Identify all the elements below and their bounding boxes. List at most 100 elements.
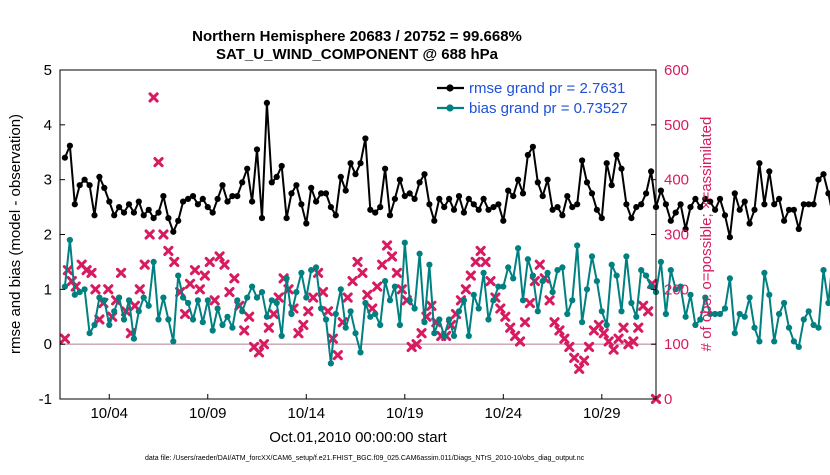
bias-point: [150, 258, 157, 265]
bias-point: [337, 286, 344, 293]
obs-assimilated-mark: [608, 344, 619, 355]
rmse-point: [263, 99, 270, 106]
rmse-point: [771, 201, 778, 208]
obs-assimilated-mark: [303, 306, 314, 317]
bias-point: [160, 294, 167, 301]
rmse-point: [475, 206, 482, 213]
rmse-point: [180, 198, 187, 205]
rmse-point: [593, 206, 601, 213]
obs-assimilated-mark: [357, 267, 368, 278]
bias-point: [790, 338, 798, 345]
bias-point: [199, 319, 206, 326]
rmse-point: [598, 215, 605, 222]
obs-assimilated-mark: [475, 245, 486, 257]
bias-point: [613, 272, 620, 279]
obs-assimilated-mark: [94, 314, 105, 325]
obs-assimilated-mark: [574, 363, 585, 374]
rmse-point: [643, 190, 650, 197]
rmse-point: [702, 195, 709, 202]
bias-point: [214, 305, 221, 312]
bias-point: [598, 308, 605, 315]
bias-point: [554, 267, 561, 274]
rmse-point: [790, 206, 798, 213]
rmse-point: [318, 190, 325, 197]
rmse-point: [76, 182, 83, 189]
bias-point: [500, 283, 507, 290]
legend-bias-marker: [446, 104, 454, 112]
footnote: data file: /Users/raeder/DAI/ATM_forcXX/…: [145, 455, 585, 462]
obs-assimilated-mark: [148, 92, 159, 103]
bias-point: [475, 305, 482, 312]
rmse-point: [234, 193, 241, 200]
rmse-point: [436, 195, 443, 202]
rmse-point: [313, 198, 320, 205]
bias-point: [820, 267, 827, 274]
obs-assimilated-mark: [342, 292, 353, 303]
bias-point: [303, 294, 310, 301]
obs-assimilated-mark: [495, 303, 506, 314]
bias-point: [756, 338, 763, 345]
bias-point: [416, 250, 423, 257]
bias-point: [61, 283, 68, 290]
obs-assimilated-mark: [618, 322, 629, 333]
obs-assimilated-mark: [367, 303, 378, 314]
obs-assimilated-mark: [372, 281, 383, 292]
y-right-tick-label: 100: [664, 336, 689, 353]
y-tick-label: 2: [44, 227, 52, 244]
rmse-point: [367, 206, 374, 213]
rmse-point: [175, 217, 182, 224]
rmse-point: [470, 201, 477, 208]
rmse-point: [209, 209, 216, 216]
y-tick-label: 1: [44, 281, 52, 298]
bias-point: [391, 283, 398, 290]
bias-point: [559, 264, 566, 271]
bias-point: [91, 321, 98, 329]
bias-point: [815, 324, 822, 331]
obs-assimilated-mark: [416, 328, 427, 339]
obs-assimilated-mark: [352, 256, 363, 268]
rmse-point: [495, 201, 502, 208]
obs-assimilated-mark: [293, 328, 304, 339]
bias-point: [510, 275, 517, 282]
bias-point: [470, 291, 477, 298]
bias-point: [125, 297, 133, 304]
obs-assimilated-mark: [103, 284, 114, 295]
bias-point: [677, 283, 684, 290]
rmse-point: [86, 182, 93, 189]
legend-rmse-label: rmse grand pr = 2.7631: [469, 80, 625, 97]
rmse-point: [116, 204, 123, 211]
x-tick-label: 10/04: [90, 405, 128, 422]
rmse-point: [101, 184, 108, 191]
rmse-point: [253, 146, 261, 153]
x-tick-label: 10/19: [386, 405, 424, 422]
bias-point: [667, 267, 674, 274]
rmse-point: [697, 204, 704, 211]
rmse-point: [185, 195, 192, 202]
bias-point: [465, 332, 472, 339]
bias-point: [81, 286, 88, 293]
rmse-point: [298, 201, 305, 208]
rmse-point: [357, 160, 364, 167]
rmse-point: [633, 204, 640, 211]
rmse-point: [229, 193, 236, 200]
rmse-point: [766, 168, 773, 175]
bias-point: [741, 313, 748, 320]
rmse-point: [613, 151, 620, 159]
obs-assimilated-mark: [308, 292, 319, 303]
rmse-point: [682, 225, 689, 233]
rmse-point: [204, 204, 211, 211]
bias-point: [485, 316, 492, 323]
bias-point: [583, 286, 591, 293]
rmse-point: [524, 151, 532, 159]
rmse-point: [712, 206, 719, 213]
rmse-point: [785, 206, 793, 213]
bias-point: [116, 294, 123, 301]
bias-point: [106, 321, 113, 329]
rmse-point: [189, 193, 197, 200]
bias-point: [805, 308, 812, 315]
obs-assimilated-mark: [199, 270, 210, 281]
rmse-point: [322, 190, 330, 197]
bias-point: [219, 321, 226, 329]
x-tick-label: 10/09: [189, 405, 227, 422]
rmse-point: [564, 193, 571, 200]
